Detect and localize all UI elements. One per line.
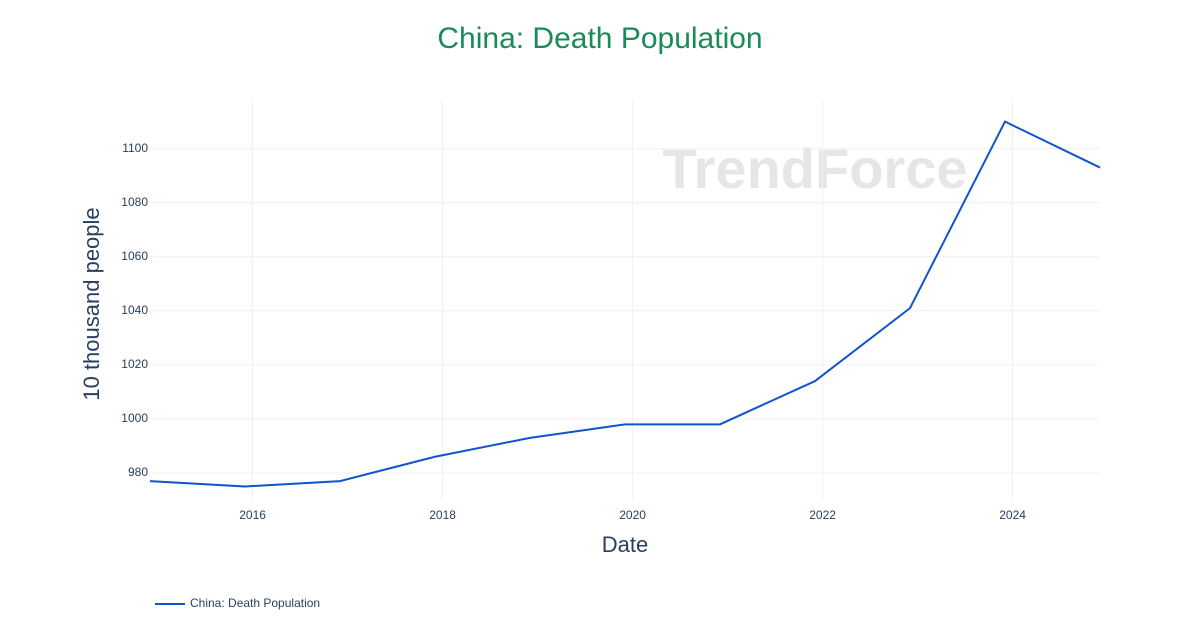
x-tick-label: 2024 — [999, 508, 1026, 522]
y-tick-label: 980 — [128, 465, 148, 479]
watermark: TrendForce — [663, 137, 968, 200]
y-tick-label: 1080 — [121, 195, 148, 209]
chart-title: China: Death Population — [437, 22, 762, 55]
y-tick-label: 1100 — [122, 141, 148, 155]
y-tick-label: 1020 — [121, 357, 148, 371]
y-tick-label: 1000 — [121, 411, 148, 425]
x-tick-label: 2022 — [809, 508, 836, 522]
x-tick-label: 2018 — [429, 508, 456, 522]
x-axis-title: Date — [602, 532, 648, 557]
y-tick-label: 1040 — [121, 303, 148, 317]
legend-label: China: Death Population — [190, 596, 320, 610]
y-axis-title: 10 thousand people — [79, 207, 104, 400]
x-tick-label: 2020 — [619, 508, 646, 522]
y-tick-label: 1060 — [121, 249, 148, 263]
line — [149, 120, 1101, 488]
x-tick-label: 2016 — [239, 508, 266, 522]
